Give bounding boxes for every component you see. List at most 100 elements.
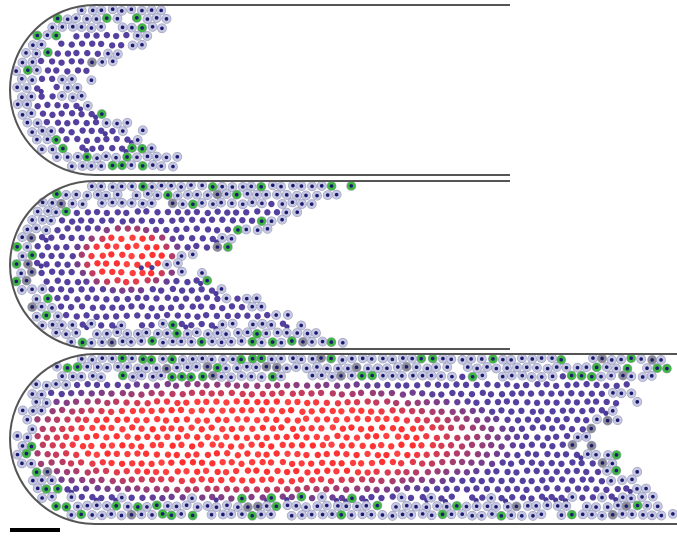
- cell-nucleus: [299, 324, 303, 328]
- inner-cell: [124, 416, 130, 422]
- cell-nucleus: [46, 51, 50, 55]
- inner-cell: [358, 460, 364, 466]
- cell-nucleus: [306, 332, 310, 336]
- inner-cell: [178, 304, 184, 310]
- inner-cell: [75, 416, 81, 422]
- inner-cell: [209, 441, 215, 447]
- cell-nucleus: [441, 513, 445, 517]
- inner-cell: [195, 417, 201, 423]
- inner-cell: [158, 218, 164, 224]
- cell-nucleus: [401, 356, 405, 360]
- inner-cell: [249, 477, 255, 483]
- cell-nucleus: [176, 194, 180, 198]
- cell-nucleus: [259, 513, 263, 517]
- inner-cell: [294, 486, 300, 492]
- inner-cell: [63, 434, 69, 440]
- inner-cell: [83, 68, 89, 74]
- inner-cell: [245, 467, 251, 473]
- inner-cell: [260, 391, 266, 397]
- inner-cell: [83, 244, 89, 250]
- cell-nucleus: [275, 193, 279, 197]
- inner-cell: [65, 50, 71, 56]
- inner-cell: [119, 426, 125, 432]
- inner-cell: [229, 303, 235, 309]
- inner-cell: [444, 451, 450, 457]
- cell-nucleus: [510, 513, 514, 517]
- cell-nucleus: [515, 366, 519, 370]
- cell-nucleus: [419, 357, 423, 361]
- inner-cell: [355, 469, 361, 475]
- inner-cell: [74, 136, 80, 142]
- inner-cell: [498, 443, 504, 449]
- inner-cell: [579, 495, 585, 501]
- inner-cell: [443, 469, 449, 475]
- cell-nucleus: [255, 296, 259, 300]
- cell-nucleus: [150, 513, 154, 517]
- cell-nucleus: [165, 156, 169, 160]
- inner-cell: [198, 286, 204, 292]
- cell-nucleus: [50, 495, 54, 499]
- inner-cell: [158, 442, 164, 448]
- cell-nucleus: [55, 192, 59, 196]
- cell-nucleus: [235, 193, 239, 197]
- cell-nucleus: [430, 513, 434, 517]
- inner-cell: [48, 390, 54, 396]
- cell-nucleus: [339, 374, 343, 378]
- inner-cell: [149, 235, 155, 241]
- cell-nucleus: [614, 367, 618, 371]
- inner-cell: [370, 443, 376, 449]
- inner-cell: [274, 382, 280, 388]
- inner-cell: [554, 469, 560, 475]
- inner-cell: [504, 452, 510, 458]
- inner-cell: [68, 304, 74, 310]
- cell-nucleus: [41, 129, 45, 133]
- inner-cell: [485, 434, 491, 440]
- inner-cell: [425, 469, 431, 475]
- cell-nucleus: [619, 358, 623, 362]
- cell-nucleus: [85, 194, 89, 198]
- cell-nucleus: [291, 184, 295, 188]
- inner-cell: [534, 468, 540, 474]
- cell-nucleus: [74, 331, 78, 335]
- cell-nucleus: [300, 358, 304, 362]
- cell-nucleus: [106, 52, 110, 56]
- inner-cell: [514, 452, 520, 458]
- cell-nucleus: [240, 339, 244, 343]
- inner-cell: [58, 286, 64, 292]
- cell-nucleus: [216, 245, 220, 249]
- inner-cell: [429, 460, 435, 466]
- cell-nucleus: [600, 357, 604, 361]
- inner-cell: [234, 382, 240, 388]
- cell-nucleus: [259, 185, 263, 189]
- cell-nucleus: [155, 16, 159, 20]
- cell-nucleus: [195, 365, 199, 369]
- inner-cell: [64, 400, 70, 406]
- inner-cell: [59, 426, 65, 432]
- cell-nucleus: [90, 184, 94, 188]
- inner-cell: [104, 227, 110, 233]
- cell-nucleus: [546, 504, 550, 508]
- inner-cell: [178, 426, 184, 432]
- inner-cell: [74, 382, 80, 388]
- inner-cell: [549, 460, 555, 466]
- inner-cell: [89, 146, 95, 152]
- inner-cell: [89, 128, 95, 134]
- inner-cell: [548, 476, 554, 482]
- inner-cell: [228, 443, 234, 449]
- cell-nucleus: [150, 201, 154, 205]
- inner-cell: [118, 42, 124, 48]
- inner-cell: [603, 487, 609, 493]
- inner-cell: [143, 227, 149, 233]
- cell-nucleus: [189, 375, 193, 379]
- inner-cell: [84, 295, 90, 301]
- cell-nucleus: [284, 211, 288, 215]
- inner-cell: [408, 495, 414, 501]
- cell-nucleus: [501, 375, 505, 379]
- cell-nucleus: [191, 202, 195, 206]
- inner-cell: [404, 452, 410, 458]
- cell-nucleus: [611, 409, 615, 413]
- cell-nucleus: [146, 17, 150, 21]
- inner-cell: [75, 67, 81, 73]
- inner-cell: [499, 391, 505, 397]
- inner-cell: [494, 451, 500, 457]
